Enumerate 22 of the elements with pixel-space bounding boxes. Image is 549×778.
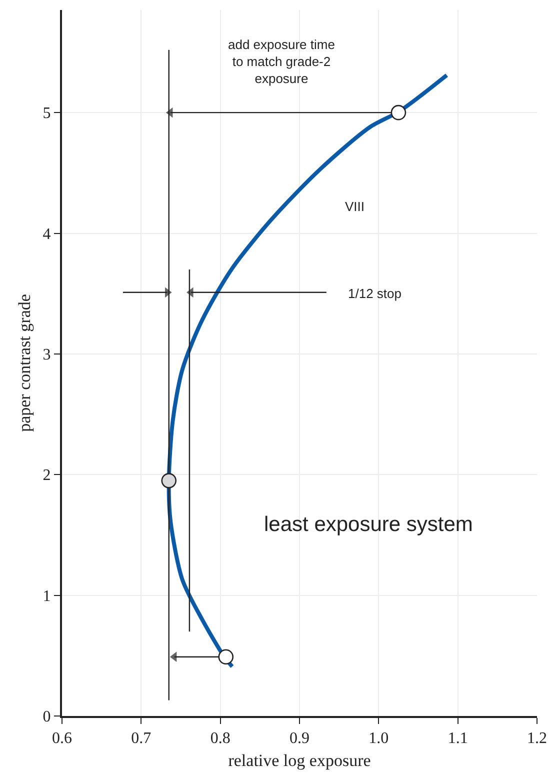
annotation: add exposure time to match grade-2 exposure [228,37,335,86]
y-tick-label: 5 [42,105,51,122]
point [390,104,406,120]
y-tick-label: 0 [42,708,51,726]
point [218,649,234,665]
x-tick-label: 1.2 [527,730,547,748]
y-tick-label: 2 [42,467,51,484]
annotation: least exposure system [264,513,473,536]
annotation: 1/12 stop [348,286,402,301]
x-tick-label: 0.9 [290,730,310,748]
x-tick-label: 1.1 [448,730,468,748]
x-tick-label: 0.8 [210,730,230,748]
y-tick-label: 1 [42,588,51,605]
point [161,473,177,488]
x-axis-title: relative log exposure [228,751,371,770]
y-axis-title: paper contrast grade [14,294,34,432]
x-tick-label: 0.7 [131,730,152,748]
x-tick-label: 1.0 [368,730,389,748]
x-tick-label: 0.6 [52,730,72,748]
annotation: VIII [345,199,365,214]
y-tick-label: 3 [42,346,51,364]
y-tick-label: 4 [42,226,51,243]
